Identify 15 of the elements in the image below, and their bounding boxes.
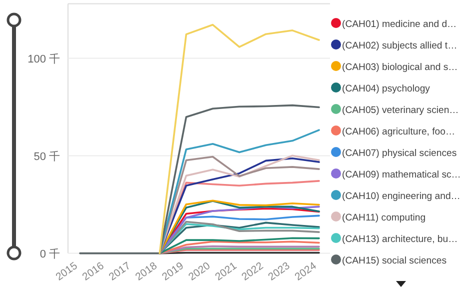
legend-label: (CAH03) biological and s… (342, 62, 458, 73)
legend-label: (CAH04) psychology (342, 84, 430, 94)
legend-label: (CAH15) social sciences (342, 256, 447, 266)
y-tick-label: 100 千 (28, 52, 60, 66)
legend-label: (CAH11) computing (342, 212, 426, 224)
legend-label: (CAH05) veterinary scien… (342, 105, 459, 116)
legend-label: (CAH09) mathematical sc… (342, 170, 461, 180)
legend-label: (CAH07) physical sciences (342, 148, 457, 159)
legend-label: (CAH06) agriculture, foo… (342, 126, 456, 138)
y-tick-label: 0 千 (40, 247, 60, 260)
legend-label: (CAH01) medicine and d… (342, 19, 457, 30)
y-tick-label: 50 千 (34, 150, 60, 163)
legend-label: (CAH13) architecture, bu… (342, 234, 458, 245)
legend-label: (CAH10) engineering and… (342, 191, 460, 202)
legend-label: (CAH02) subjects allied t… (342, 40, 458, 52)
